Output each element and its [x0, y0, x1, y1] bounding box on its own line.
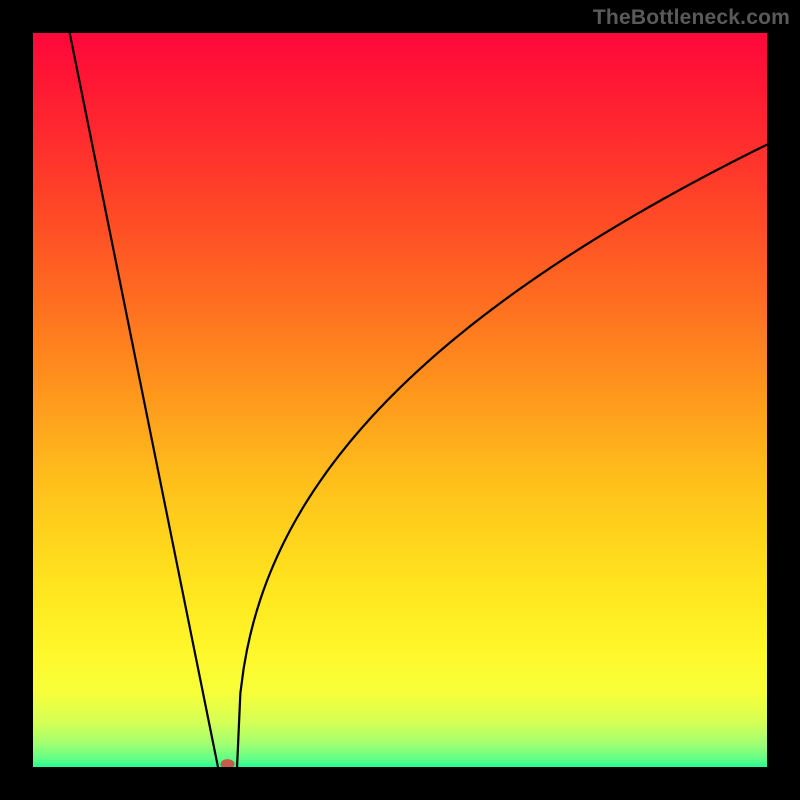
- bottleneck-plot: [33, 33, 767, 767]
- watermark-label: TheBottleneck.com: [593, 6, 790, 30]
- plot-svg: [33, 33, 767, 767]
- chart-frame: TheBottleneck.com: [0, 0, 800, 800]
